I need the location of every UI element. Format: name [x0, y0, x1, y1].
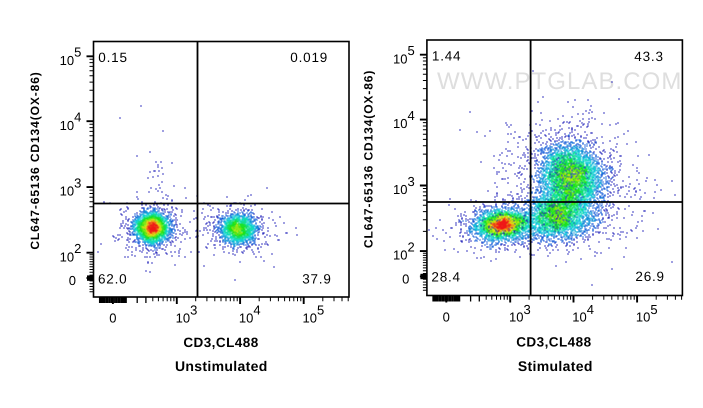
svg-text:CD3,CL488: CD3,CL488 — [516, 334, 591, 349]
svg-text:43.3: 43.3 — [634, 49, 663, 64]
svg-text:1.44: 1.44 — [432, 49, 461, 64]
svg-text:28.4: 28.4 — [431, 269, 460, 284]
svg-text:CL647-65136 CD134(OX-86): CL647-65136 CD134(OX-86) — [28, 71, 42, 249]
svg-text:37.9: 37.9 — [302, 272, 331, 287]
svg-text:62.0: 62.0 — [98, 272, 127, 287]
svg-text:0.15: 0.15 — [98, 50, 127, 65]
svg-text:0: 0 — [402, 271, 409, 286]
svg-text:26.9: 26.9 — [635, 269, 664, 284]
svg-text:Unstimulated: Unstimulated — [175, 358, 268, 374]
svg-text:0: 0 — [109, 310, 116, 325]
svg-text:Stimulated: Stimulated — [518, 358, 593, 374]
svg-text:0: 0 — [69, 273, 76, 288]
svg-text:CL647-65136 CD134(OX-86): CL647-65136 CD134(OX-86) — [361, 70, 375, 248]
svg-text:0.019: 0.019 — [290, 50, 328, 65]
svg-text:CD3,CL488: CD3,CL488 — [183, 335, 258, 350]
svg-text:0: 0 — [443, 310, 450, 325]
svg-text:WWW.PTGLAB.COM: WWW.PTGLAB.COM — [437, 68, 682, 95]
